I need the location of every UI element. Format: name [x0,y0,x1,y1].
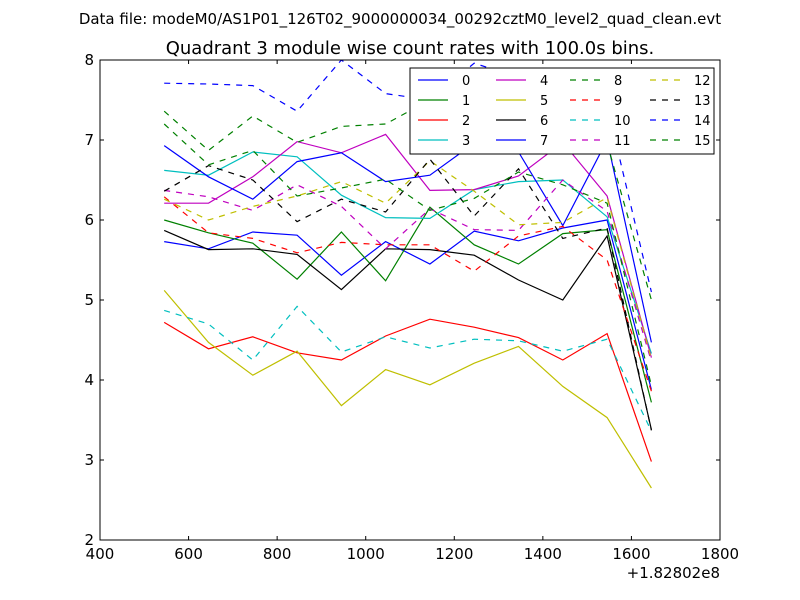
chart-title: Quadrant 3 module wise count rates with … [166,38,655,59]
axis-ticks: 400 600 800 1000 1200 1400 1600 1800 2 3 4 5 6 7 8 [84,51,739,563]
legend-box [409,67,715,155]
legend-label-12: 12 [694,74,711,89]
legend-label-10: 10 [614,114,631,129]
legend-label-2: 2 [462,114,470,129]
y-tick-label: 2 [84,531,94,549]
y-tick-label: 3 [84,451,94,469]
series-line-5 [163,290,652,489]
y-tick-label: 5 [84,291,94,309]
legend-label-14: 14 [694,114,711,129]
x-tick-label: 1400 [524,545,562,563]
x-tick-label: 1800 [701,545,739,563]
x-tick-label: 400 [86,545,115,563]
series-line-2 [163,318,652,462]
series-line-3 [164,151,652,354]
x-tick-label: 1200 [435,545,473,563]
series-line-10 [164,305,652,432]
legend-label-7: 7 [540,134,548,149]
x-tick-label: 1600 [612,545,650,563]
series-line-1 [164,206,652,403]
y-tick-label: 4 [84,371,94,389]
legend-label-9: 9 [614,94,622,109]
series-line-9 [163,196,652,392]
legend-label-4: 4 [540,74,548,89]
legend-label-13: 13 [694,94,711,109]
y-tick-label: 7 [84,131,94,149]
legend-label-0: 0 [462,74,470,89]
legend-label-1: 1 [462,94,470,109]
series-layer [163,60,652,489]
chart-suptitle: Data file: modeM0/AS1P01_126T02_90000000… [79,10,721,29]
series-line-12 [163,160,652,360]
series-line-4 [164,133,652,358]
series-line-0 [164,219,652,390]
legend-label-5: 5 [540,94,548,109]
series-line-13 [163,158,652,431]
x-tick-label: 600 [174,545,203,563]
series-line-7 [163,138,652,343]
series-line-11 [164,179,652,362]
legend-label-3: 3 [462,134,470,149]
y-tick-label: 8 [84,51,94,69]
x-axis-offset-label: +1.82802e8 [627,564,720,582]
x-tick-label: 1000 [347,545,385,563]
series-line-15 [163,123,652,386]
series-line-6 [163,229,652,430]
legend-label-15: 15 [694,134,711,149]
x-tick-label: 800 [263,545,292,563]
legend-label-11: 11 [614,134,631,149]
y-tick-label: 6 [84,211,94,229]
legend-label-8: 8 [614,74,622,89]
legend-label-6: 6 [540,114,548,129]
